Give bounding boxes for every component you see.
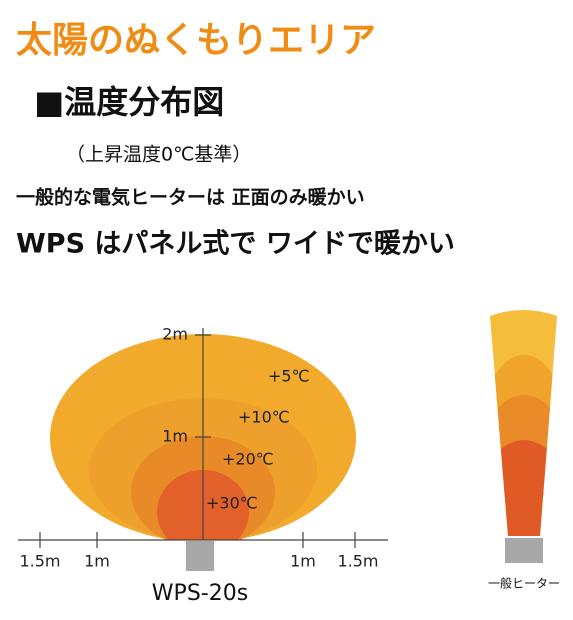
axis-label: 1m — [162, 427, 188, 446]
zone-label: +5℃ — [268, 367, 310, 386]
axis-label: 1m — [290, 552, 316, 571]
axis-label: 1.5m — [337, 552, 378, 571]
heater — [505, 538, 543, 563]
zone-label: +20℃ — [222, 450, 274, 469]
axis-label: 2m — [162, 325, 188, 344]
title: 太陽のぬくもりエリア — [16, 20, 376, 61]
axis-label: 1m — [84, 552, 110, 571]
subtitle: ■温度分布図 — [34, 83, 224, 121]
axes — [18, 328, 388, 548]
model-label: WPS-20s — [152, 581, 248, 606]
lead-line: WPS はパネル式で ワイドで暖かい — [16, 229, 455, 260]
note: （上昇温度0℃基準） — [66, 144, 251, 166]
zone-label: +30℃ — [206, 494, 258, 513]
axis-label: 1.5m — [19, 552, 60, 571]
cone — [490, 310, 557, 536]
heater — [186, 541, 214, 571]
comparison-label: 一般ヒーター — [488, 576, 560, 591]
zone — [490, 440, 557, 536]
lead-line: 一般的な電気ヒーターは 正面のみ暖かい — [16, 186, 365, 209]
zone-label: +10℃ — [238, 408, 290, 427]
